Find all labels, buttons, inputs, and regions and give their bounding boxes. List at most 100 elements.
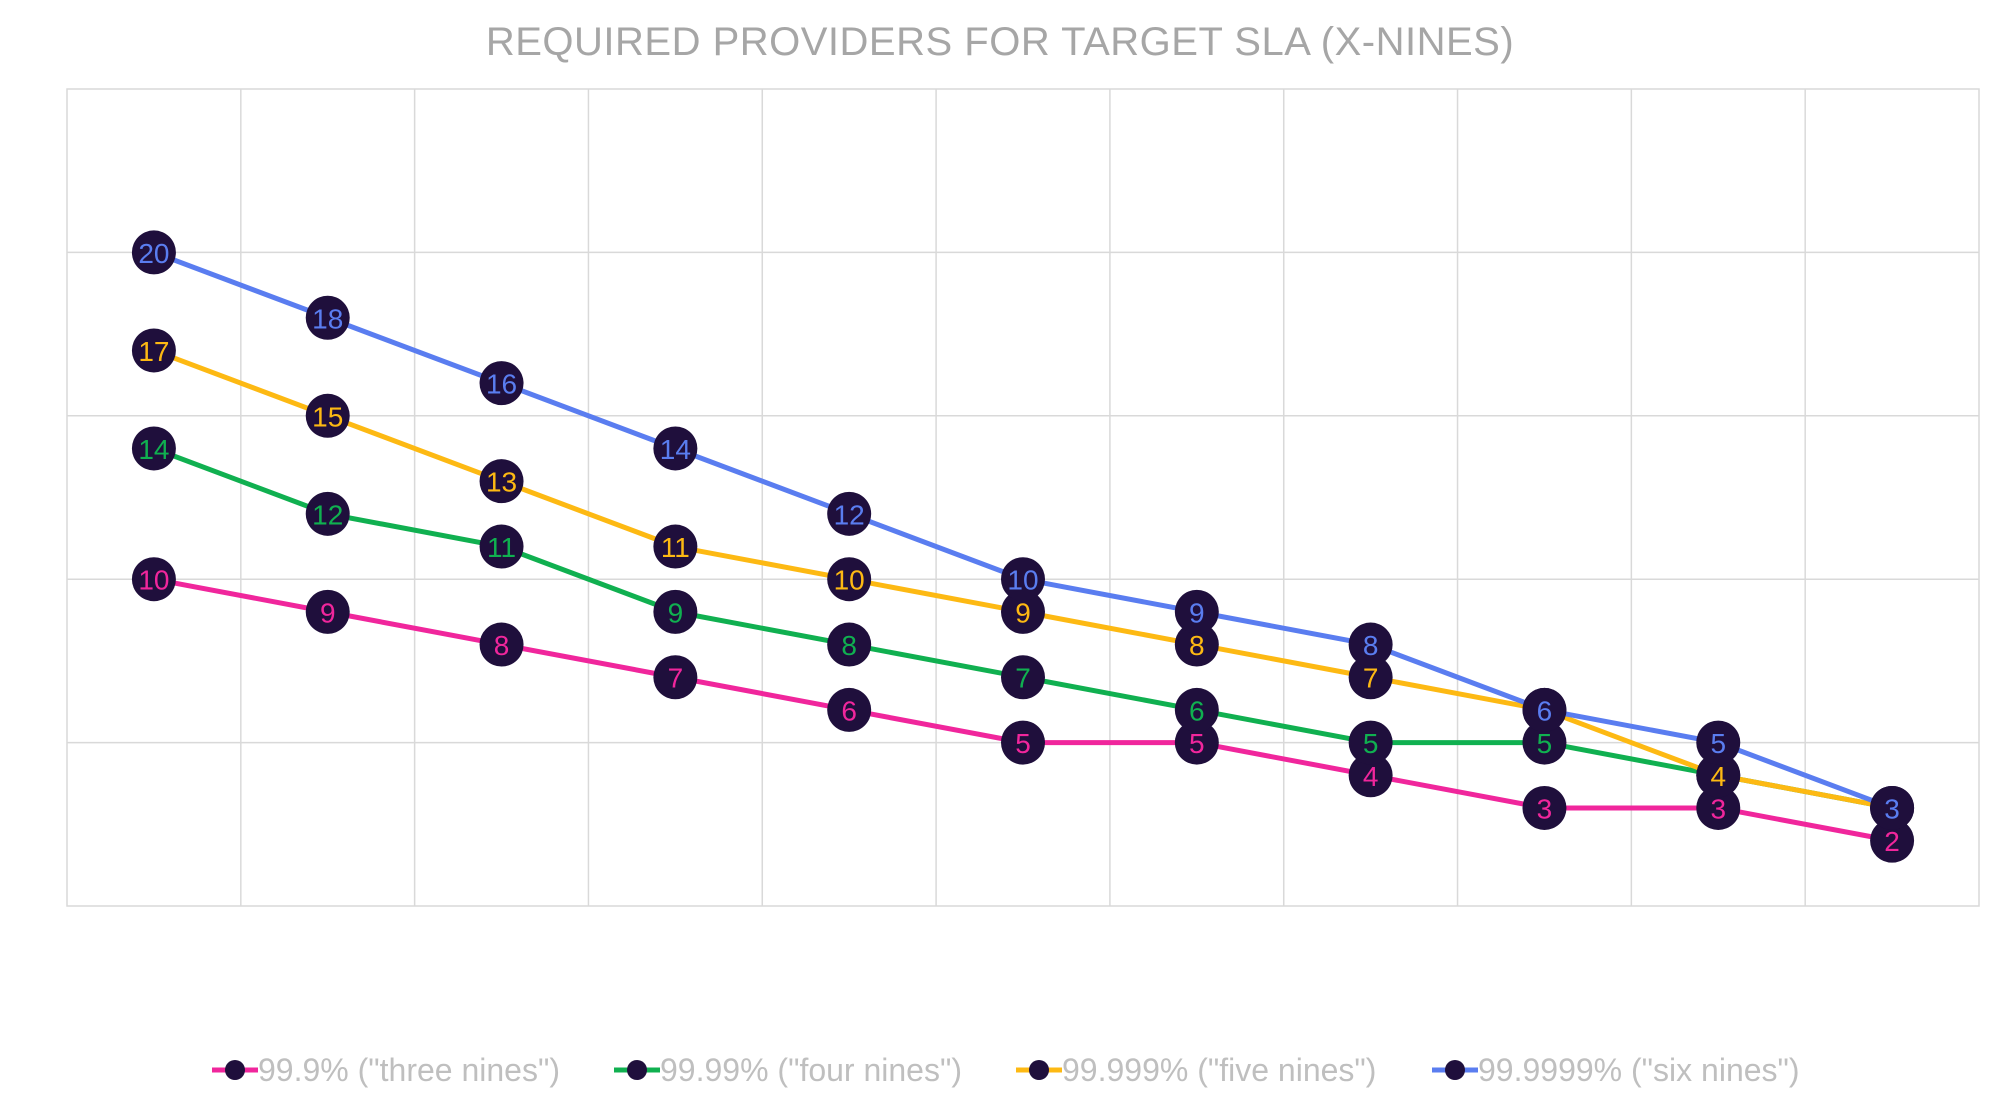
data-point[interactable]: 10	[827, 557, 872, 602]
data-label: 9	[668, 597, 684, 628]
data-label: 3	[1710, 793, 1726, 824]
data-label: 10	[834, 565, 865, 596]
data-label: 4	[1363, 761, 1379, 792]
data-point[interactable]: 5	[1348, 720, 1393, 765]
data-point[interactable]: 16	[479, 361, 524, 406]
data-point-marker	[1001, 720, 1045, 765]
data-label: 6	[1537, 695, 1553, 726]
data-point-marker	[653, 524, 698, 569]
data-point[interactable]: 17	[131, 328, 176, 373]
data-point[interactable]: 14	[653, 426, 698, 471]
data-label: 8	[494, 630, 510, 661]
data-point-marker	[1348, 720, 1393, 765]
data-point[interactable]: 7	[1348, 655, 1393, 700]
data-label: 8	[841, 630, 857, 661]
data-point-marker	[653, 426, 698, 471]
data-label: 5	[1015, 728, 1031, 759]
data-point[interactable]: 10	[131, 557, 176, 602]
data-point[interactable]: 5	[1696, 720, 1741, 765]
data-point-marker	[1696, 720, 1741, 765]
data-point[interactable]: 8	[1174, 622, 1219, 667]
data-label: 3	[1537, 793, 1553, 824]
data-point[interactable]: 3	[1522, 785, 1567, 830]
data-label: 9	[1015, 597, 1031, 628]
data-point[interactable]: 11	[653, 524, 698, 569]
data-label: 16	[486, 369, 517, 400]
data-point-marker	[1348, 753, 1393, 798]
data-point[interactable]: 7	[1001, 655, 1045, 700]
legend-item-2[interactable]: 99.99% ("four nines")	[614, 1052, 962, 1088]
data-point[interactable]: 6	[1522, 687, 1567, 732]
data-point-marker	[479, 524, 524, 569]
data-point[interactable]: 11	[479, 524, 524, 569]
data-point-marker	[1001, 655, 1045, 700]
data-point-marker	[827, 557, 872, 602]
data-label: 5	[1189, 728, 1205, 759]
data-point[interactable]: 7	[653, 655, 698, 700]
data-point[interactable]: 12	[827, 491, 872, 536]
data-label: 14	[660, 434, 691, 465]
data-point-marker	[1696, 753, 1741, 798]
data-point[interactable]: 9	[305, 589, 350, 634]
data-point-marker	[305, 589, 350, 634]
legend-item-4[interactable]: 99.9999% ("six nines")	[1432, 1052, 1800, 1088]
data-point[interactable]: 9	[1001, 589, 1045, 634]
data-point[interactable]: 4	[1696, 753, 1741, 798]
data-points: 1098765543321412119876554317151311109876…	[131, 230, 1915, 863]
data-point-marker	[1348, 655, 1393, 700]
data-point[interactable]: 9	[1174, 589, 1219, 634]
data-point-marker	[479, 622, 524, 667]
chart-title: REQUIRED PROVIDERS FOR TARGET SLA (X-NIN…	[486, 20, 1514, 64]
data-point-marker	[653, 589, 698, 634]
data-point-marker	[827, 622, 872, 667]
data-label: 8	[1363, 630, 1379, 661]
data-label: 12	[312, 499, 343, 530]
data-label: 4	[1710, 761, 1726, 792]
data-point[interactable]: 5	[1522, 720, 1567, 765]
legend-item-3[interactable]: 99.999% ("five nines")	[1016, 1052, 1376, 1088]
data-label: 9	[320, 597, 336, 628]
data-point[interactable]: 5	[1174, 720, 1219, 765]
data-point-marker	[1696, 785, 1741, 830]
data-point-marker	[1174, 687, 1219, 732]
data-point[interactable]: 13	[479, 459, 524, 504]
data-point-marker	[305, 491, 350, 536]
data-label: 5	[1537, 728, 1553, 759]
data-point[interactable]: 2	[1870, 818, 1915, 863]
data-point[interactable]: 18	[305, 295, 350, 340]
data-point[interactable]: 6	[827, 687, 872, 732]
data-label: 18	[312, 303, 343, 334]
data-label: 10	[1007, 565, 1038, 596]
data-point[interactable]: 8	[827, 622, 872, 667]
legend-swatch-marker	[1029, 1060, 1049, 1080]
data-point[interactable]: 9	[653, 589, 698, 634]
data-label: 11	[487, 532, 516, 563]
legend-item-1[interactable]: 99.9% ("three nines")	[212, 1052, 560, 1088]
data-label: 10	[138, 565, 169, 596]
data-point-marker	[479, 459, 524, 504]
data-point[interactable]: 8	[1348, 622, 1393, 667]
data-label: 20	[138, 238, 169, 269]
data-point[interactable]: 6	[1174, 687, 1219, 732]
legend-swatch-marker	[225, 1060, 245, 1080]
data-label: 14	[138, 434, 169, 465]
data-point-marker	[1870, 785, 1915, 830]
data-point[interactable]: 5	[1001, 720, 1045, 765]
data-point-marker	[1001, 557, 1045, 602]
data-point[interactable]: 3	[1696, 785, 1741, 830]
data-point-marker	[1001, 589, 1045, 634]
data-label: 3	[1884, 793, 1900, 824]
data-label: 12	[834, 499, 865, 530]
data-label: 17	[138, 336, 169, 367]
data-point[interactable]: 10	[1001, 557, 1045, 602]
data-point[interactable]: 14	[131, 426, 176, 471]
data-point[interactable]: 12	[305, 491, 350, 536]
data-point[interactable]: 15	[305, 393, 350, 438]
data-point[interactable]: 3	[1870, 785, 1915, 830]
data-point[interactable]: 4	[1348, 753, 1393, 798]
data-point[interactable]: 8	[479, 622, 524, 667]
legend-label: 99.99% ("four nines")	[660, 1052, 962, 1088]
data-point[interactable]: 20	[131, 230, 176, 275]
legend-swatch-marker	[627, 1060, 647, 1080]
